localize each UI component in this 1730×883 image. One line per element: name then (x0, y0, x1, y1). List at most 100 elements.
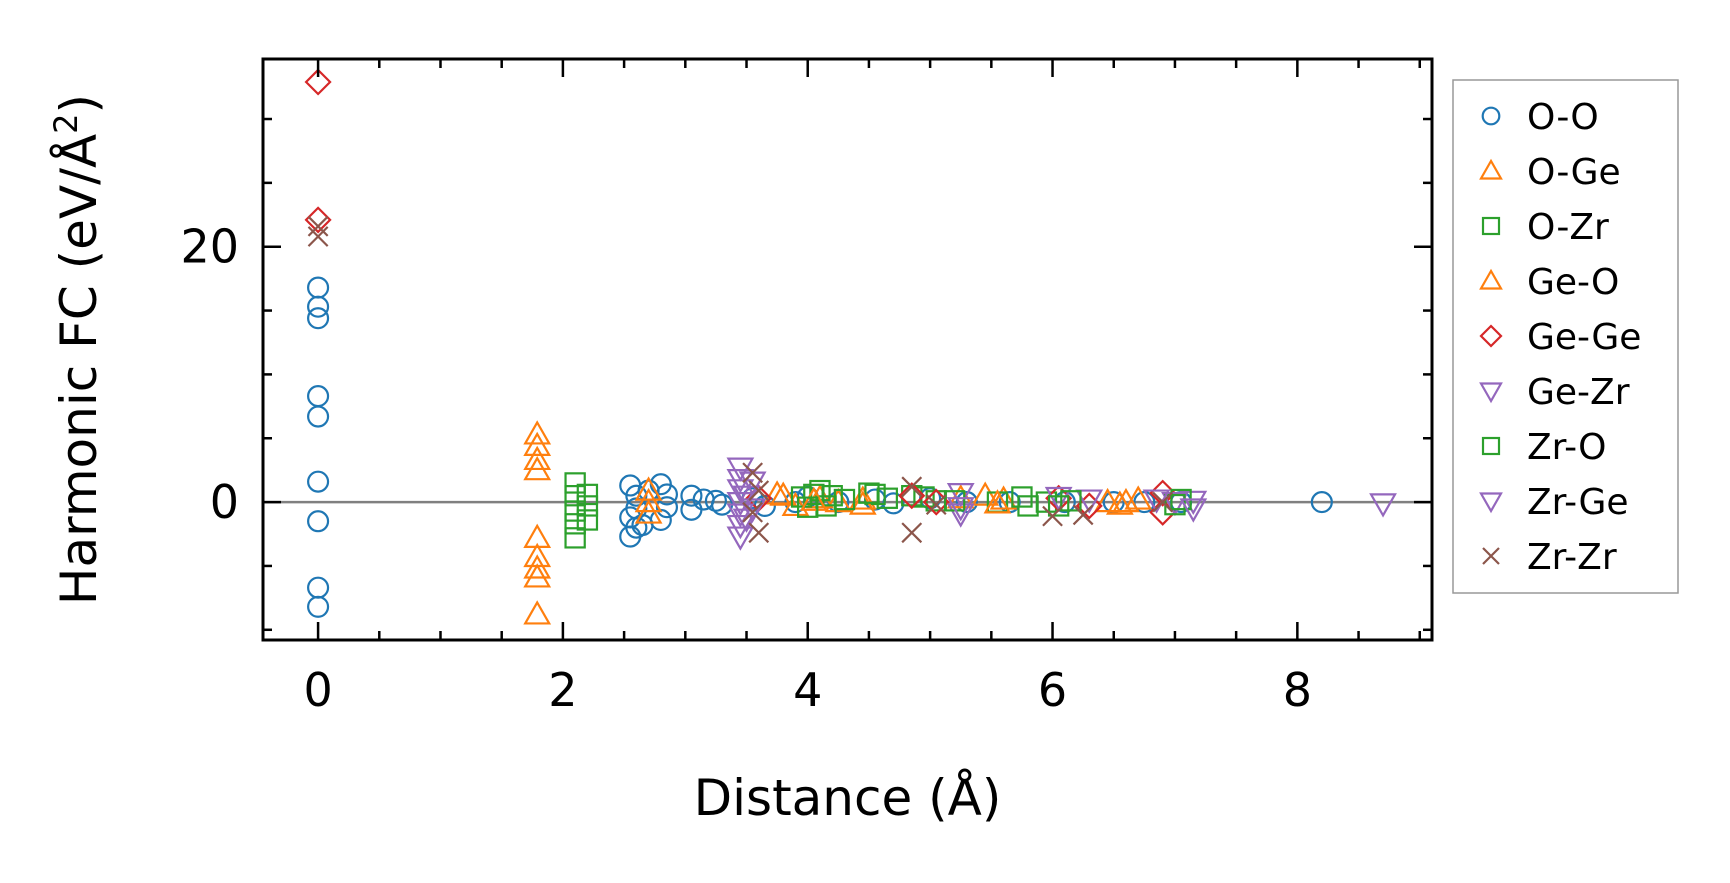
data-point (946, 503, 975, 528)
data-point (742, 501, 764, 523)
data-point (1017, 495, 1039, 517)
data-point (1179, 498, 1208, 523)
data-point (983, 489, 1012, 514)
data-point (307, 295, 330, 318)
data-point (726, 526, 755, 551)
data-point (848, 485, 877, 510)
legend-marker (1479, 382, 1503, 404)
data-point (824, 487, 853, 513)
data-point (307, 510, 330, 533)
legend-marker (1479, 324, 1503, 348)
data-point (564, 527, 586, 549)
data-point (799, 486, 828, 511)
data-point (726, 479, 755, 504)
data-point (1042, 505, 1063, 527)
x-tick-label: 4 (793, 663, 822, 717)
data-point (1369, 493, 1397, 518)
data-point (913, 486, 935, 508)
data-point (864, 483, 886, 506)
data-point (901, 522, 923, 544)
data-point (1044, 486, 1073, 512)
data-point (307, 226, 329, 247)
data-point (797, 496, 819, 518)
data-point (655, 496, 679, 519)
data-point (576, 483, 599, 506)
data-point (946, 497, 975, 522)
y-axis-label: Harmonic FC (eV/Å2) (47, 94, 108, 605)
y-tick-label: 20 (180, 220, 239, 274)
data-point (307, 307, 330, 330)
data-point (821, 485, 843, 507)
data-point (564, 472, 586, 494)
x-tick-label: 2 (548, 663, 577, 717)
legend-marker (1481, 106, 1501, 126)
data-point (858, 482, 880, 504)
legend-marker (1479, 158, 1503, 180)
data-point (946, 483, 975, 508)
data-point (523, 431, 552, 457)
data-point (769, 481, 798, 506)
series-Zr-O (797, 482, 1192, 518)
data-point (1161, 491, 1189, 517)
y-axis-label-superscript: 2 (47, 113, 85, 133)
x-tick-label: 8 (1283, 663, 1312, 717)
data-point (763, 480, 792, 505)
data-point (523, 455, 552, 481)
data-point (748, 522, 770, 544)
data-point (925, 494, 947, 516)
data-point (1105, 490, 1134, 515)
data-point (523, 420, 552, 445)
data-point (704, 489, 727, 512)
legend-label: Ge-Ge (1527, 317, 1641, 358)
legend: O-O O-Ge O-Zr Ge-O Ge-Ge Ge-Zr Zr-O Zr-Ge Zr-Zr (1452, 79, 1679, 594)
data-point (1060, 490, 1082, 512)
data-point (971, 481, 1000, 506)
y-axis-label-main: Harmonic FC (eV/Å (50, 134, 108, 605)
data-point (634, 487, 663, 513)
data-point (1179, 490, 1208, 516)
series-O-Ge (523, 420, 1153, 625)
y-axis-label-close: ) (50, 94, 108, 114)
y-tick-label: 0 (210, 475, 239, 529)
data-point (1310, 491, 1333, 514)
legend-marker (1479, 492, 1503, 514)
data-point (1093, 487, 1122, 513)
legend-label: O-Ge (1527, 152, 1621, 193)
legend-label: Zr-Ge (1527, 482, 1629, 523)
data-point (576, 495, 599, 517)
x-tick-label: 0 (303, 663, 332, 717)
legend-label: Ge-Zr (1527, 372, 1630, 413)
data-point (742, 462, 764, 484)
legend-marker (1481, 436, 1501, 456)
data-point (955, 491, 978, 514)
data-point (732, 508, 761, 533)
data-point (1124, 485, 1153, 510)
data-point (523, 600, 552, 625)
data-point (304, 68, 332, 96)
legend-marker (1482, 547, 1500, 565)
data-point (1072, 504, 1094, 526)
legend-box (1452, 79, 1679, 594)
data-point (619, 525, 642, 548)
series-Zr-Zr (307, 215, 1174, 544)
x-tick-label: 6 (1038, 663, 1067, 717)
plot-frame (261, 57, 1434, 642)
data-point (307, 215, 329, 237)
data-point (307, 405, 330, 428)
data-point (576, 509, 599, 531)
x-axis-label: Distance (Å) (694, 769, 1002, 827)
legend-label: O-Zr (1527, 207, 1609, 248)
data-point (523, 563, 552, 588)
legend-marker (1479, 268, 1503, 290)
data-point (1047, 495, 1070, 517)
data-point (989, 485, 1018, 510)
data-point (1075, 489, 1104, 514)
data-point (523, 554, 552, 579)
legend-label: Zr-O (1527, 427, 1607, 468)
data-point (680, 484, 703, 507)
data-point (833, 488, 856, 511)
data-point (523, 445, 552, 471)
legend-label: O-O (1527, 97, 1599, 138)
